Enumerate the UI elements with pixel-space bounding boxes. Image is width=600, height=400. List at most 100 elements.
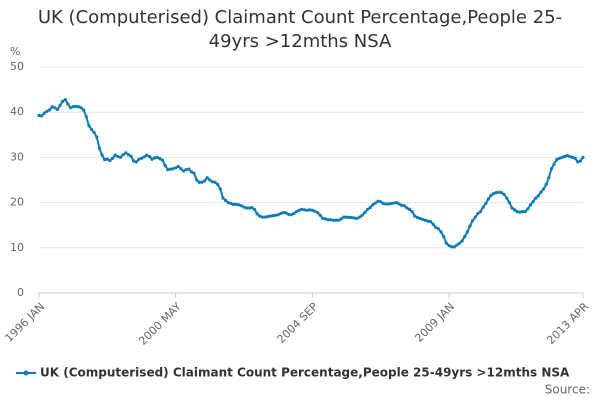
data-point bbox=[213, 180, 217, 184]
data-point bbox=[389, 201, 393, 206]
data-point bbox=[292, 211, 296, 216]
data-point bbox=[355, 216, 359, 221]
data-point bbox=[276, 213, 280, 217]
data-point bbox=[473, 215, 477, 219]
data-point bbox=[544, 182, 548, 187]
data-point bbox=[134, 160, 138, 164]
data-point bbox=[68, 106, 73, 110]
data-point bbox=[368, 205, 372, 210]
data-point bbox=[381, 201, 385, 206]
data-point bbox=[431, 222, 435, 226]
data-point bbox=[528, 203, 533, 207]
source: Source: bbox=[545, 383, 590, 397]
data-point bbox=[89, 127, 94, 131]
data-point bbox=[260, 215, 264, 219]
data-point bbox=[471, 219, 475, 223]
data-point bbox=[549, 167, 554, 171]
data-point bbox=[87, 124, 91, 128]
data-point bbox=[507, 201, 512, 205]
data-point bbox=[137, 157, 141, 161]
data-point bbox=[331, 218, 335, 222]
data-point bbox=[541, 187, 546, 191]
data-point bbox=[555, 158, 559, 162]
series-line bbox=[38, 98, 584, 248]
y-tick-label: 50 bbox=[10, 60, 24, 73]
data-point bbox=[153, 156, 157, 160]
data-point bbox=[336, 218, 341, 222]
data-point bbox=[281, 210, 286, 215]
data-point bbox=[513, 208, 517, 212]
data-point bbox=[397, 202, 401, 206]
x-tick-label: 1996 JAN bbox=[2, 300, 47, 345]
data-point bbox=[271, 214, 275, 218]
data-point bbox=[318, 213, 322, 217]
data-point bbox=[174, 166, 178, 170]
data-point bbox=[279, 211, 283, 216]
data-point bbox=[82, 108, 86, 112]
data-point bbox=[539, 190, 543, 194]
data-point bbox=[326, 218, 330, 222]
data-point bbox=[334, 218, 338, 222]
data-point bbox=[573, 156, 577, 160]
data-point bbox=[268, 214, 272, 218]
data-point bbox=[434, 225, 438, 230]
data-point bbox=[518, 210, 522, 214]
data-point bbox=[502, 192, 506, 197]
data-point bbox=[402, 204, 406, 208]
data-point bbox=[499, 191, 504, 195]
data-point bbox=[42, 111, 46, 115]
data-point bbox=[84, 115, 88, 119]
data-point bbox=[308, 208, 312, 212]
data-point bbox=[444, 241, 448, 245]
data-point bbox=[310, 208, 314, 212]
data-point bbox=[229, 201, 233, 206]
data-point bbox=[463, 234, 467, 239]
chart-title: UK (Computerised) Claimant Count Percent… bbox=[37, 7, 563, 52]
data-point bbox=[476, 211, 480, 216]
data-point bbox=[394, 201, 399, 205]
data-point bbox=[210, 180, 215, 184]
data-point bbox=[108, 158, 112, 163]
data-point bbox=[486, 197, 490, 201]
data-point bbox=[386, 202, 391, 206]
data-point bbox=[465, 230, 469, 234]
data-point bbox=[287, 212, 291, 216]
data-point bbox=[163, 163, 167, 168]
data-point bbox=[273, 213, 278, 217]
data-point bbox=[515, 210, 519, 214]
data-point bbox=[284, 211, 288, 215]
data-point bbox=[407, 207, 412, 211]
data-point bbox=[126, 153, 130, 157]
data-point bbox=[439, 230, 443, 234]
data-point bbox=[221, 196, 225, 200]
data-point bbox=[113, 153, 117, 157]
data-point bbox=[71, 105, 75, 109]
data-point bbox=[468, 224, 472, 228]
data-point bbox=[95, 135, 99, 139]
data-point bbox=[442, 234, 446, 239]
legend-label: UK (Computerised) Claimant Count Percent… bbox=[40, 366, 570, 380]
data-point bbox=[223, 198, 228, 202]
data-point bbox=[63, 97, 67, 102]
data-point bbox=[379, 200, 383, 204]
data-point bbox=[250, 205, 254, 210]
data-point bbox=[66, 102, 70, 106]
data-point bbox=[208, 178, 212, 182]
x-tick-label: 2013 APR bbox=[544, 300, 591, 347]
data-point bbox=[155, 155, 159, 159]
data-point bbox=[118, 155, 123, 159]
data-point bbox=[302, 208, 307, 212]
data-point bbox=[171, 167, 175, 171]
data-point bbox=[358, 215, 362, 219]
data-point bbox=[478, 210, 483, 214]
data-point bbox=[45, 109, 49, 113]
data-point bbox=[74, 104, 78, 108]
data-point bbox=[413, 214, 417, 218]
data-point bbox=[200, 180, 204, 184]
data-point bbox=[447, 243, 451, 248]
data-point bbox=[449, 245, 454, 249]
data-point bbox=[418, 216, 422, 221]
data-point bbox=[400, 203, 404, 207]
x-tick-label: 2000 MAY bbox=[136, 300, 184, 348]
